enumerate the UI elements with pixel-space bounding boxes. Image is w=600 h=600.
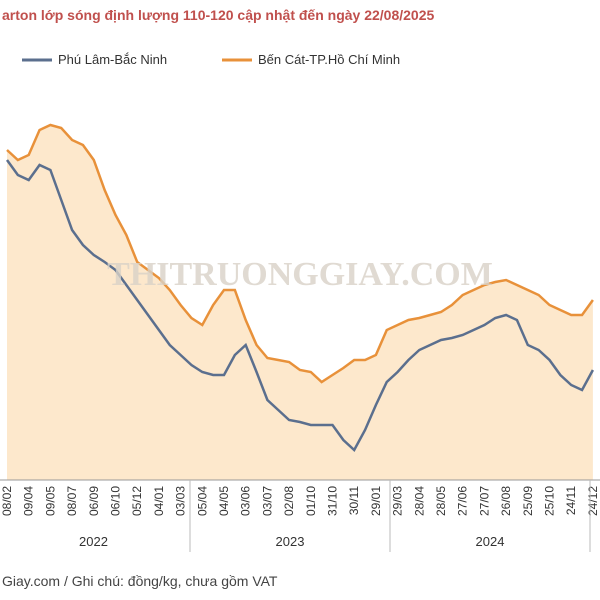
x-tick-label: 08/07	[65, 486, 79, 516]
x-tick-label: 24/12	[586, 486, 600, 516]
x-tick-label: 26/08	[499, 486, 513, 516]
x-tick-label: 31/10	[326, 486, 340, 516]
x-tick-label: 02/08	[282, 486, 296, 516]
x-tick-label: 03/06	[239, 486, 253, 516]
x-tick-label: 03/07	[260, 486, 274, 516]
area	[7, 125, 593, 480]
watermark: THITRUONGGIAY.COM	[107, 256, 493, 293]
x-tick-label: 04/05	[217, 486, 231, 516]
legend-label: Phú Lâm-Bắc Ninh	[58, 52, 167, 67]
footer: Giay.com / Ghi chú: đồng/kg, chưa gồm VA…	[2, 573, 278, 589]
x-tick-label: 28/04	[412, 486, 426, 516]
x-tick-label: 29/03	[391, 486, 405, 516]
x-tick-label: 04/01	[152, 486, 166, 516]
x-tick-label: 05/12	[130, 486, 144, 516]
x-tick-label: 01/10	[304, 486, 318, 516]
chart-title: arton lớp sóng định lượng 110-120 cập nh…	[2, 7, 434, 23]
x-group-label: 2022	[79, 534, 108, 549]
x-tick-label: 27/07	[477, 486, 491, 516]
plot: Phú Lâm-Bắc Ninh Bến Cát-TP.Hồ Chí Minh 08…	[0, 52, 600, 552]
x-tick-label: 30/11	[347, 486, 361, 515]
x-tick-label: 03/03	[174, 486, 188, 516]
x-tick-label: 27/06	[456, 486, 470, 516]
line	[6, 123, 594, 384]
x-tick-label: 25/10	[543, 486, 557, 516]
x-tick-label: 09/05	[43, 486, 57, 516]
x-tick-label: 29/01	[369, 486, 383, 516]
x-tick-label: 05/04	[195, 486, 209, 516]
x-group-label: 2024	[476, 534, 505, 549]
x-tick-label: 09/04	[22, 486, 36, 516]
x-tick-label: 28/05	[434, 486, 448, 516]
x-tick-label: 06/09	[87, 486, 101, 516]
line	[5, 159, 594, 453]
legend-label: Bến Cát-TP.Hồ Chí Minh	[258, 52, 400, 67]
x-tick-label: 24/11	[564, 486, 578, 515]
x-tick-label: 08/02	[0, 486, 14, 516]
x-group-label: 2023	[276, 534, 305, 549]
x-tick-label: 25/09	[521, 486, 535, 516]
x-tick-label: 06/10	[109, 486, 123, 516]
